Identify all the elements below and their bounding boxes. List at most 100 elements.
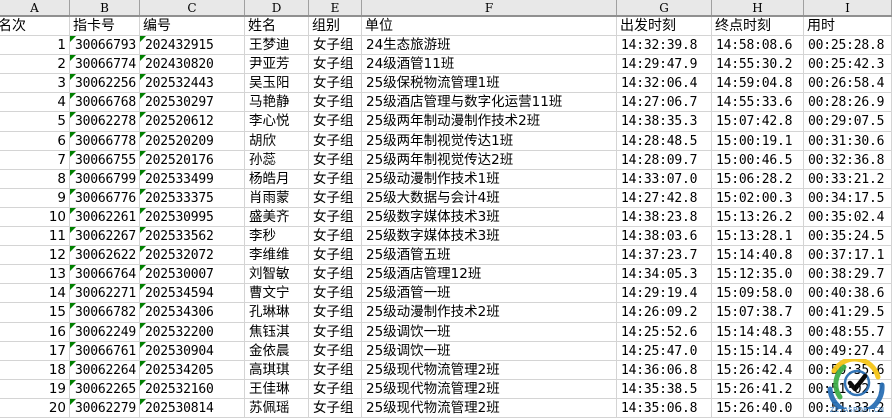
cell-name[interactable]: 焦钰淇 [245,322,309,341]
cell-unit[interactable]: 25级酒管五班 [362,246,617,265]
cell-number[interactable]: 202534306 [140,303,245,322]
cell-number[interactable]: 202432915 [140,36,245,55]
column-header-f[interactable]: F [362,0,617,15]
table-row[interactable]: 20 30062279 202530814 苏佩瑶 女子组 25级现代物流管理2班 14:3… [0,398,892,418]
cell-card[interactable]: 30062264 [70,360,140,379]
cell-rank[interactable]: 13 [0,265,70,284]
cell-start[interactable]: 14:35:06.8 [617,398,712,417]
cell-finish[interactable]: 15:07:38.7 [712,303,804,322]
cell-finish[interactable]: 15:13:28.1 [712,227,804,246]
header-cell-card[interactable]: 指卡号 [70,17,140,36]
cell-name[interactable]: 李心悦 [245,112,309,131]
column-header-e[interactable]: E [309,0,362,15]
column-header-a[interactable]: A [0,0,70,15]
header-cell-start[interactable]: 出发时刻 [617,17,712,36]
cell-unit[interactable]: 25级动漫制作技术2班 [362,303,617,322]
cell-card[interactable]: 30062261 [70,207,140,227]
table-row[interactable]: 3 30062256 202532443 吴玉阳 女子组 25级保税物流管理1班 14:32… [0,74,892,94]
cell-name[interactable]: 金依晨 [245,341,309,360]
cell-card[interactable]: 30062271 [70,284,140,303]
cell-rank[interactable]: 2 [0,55,70,74]
cell-card[interactable]: 30066776 [70,188,140,207]
table-row[interactable]: 5 30062278 202520612 李心悦 女子组 25级两年制动漫制作技术2班 14… [0,112,892,132]
cell-number[interactable]: 202534205 [140,360,245,379]
cell-finish[interactable]: 15:26:41.2 [712,379,804,398]
cell-name[interactable]: 苏佩瑶 [245,398,309,417]
cell-unit[interactable]: 25级调饮一班 [362,341,617,360]
cell-elapsed[interactable]: 00:35:24.5 [804,227,892,246]
table-row[interactable]: 19 30062265 202532160 王佳琳 女子组 25级现代物流管理2班 14:3… [0,379,892,399]
cell-unit[interactable]: 25级动漫制作技术1班 [362,169,617,188]
cell-start[interactable]: 14:36:06.8 [617,360,712,379]
cell-elapsed[interactable]: 00:31:30.6 [804,131,892,150]
header-cell-elapsed[interactable]: 用时 [804,17,892,36]
header-cell-number[interactable]: 编号 [140,17,245,36]
cell-group[interactable]: 女子组 [309,379,362,398]
cell-start[interactable]: 14:27:42.8 [617,188,712,207]
cell-unit[interactable]: 25级现代物流管理2班 [362,379,617,398]
cell-name[interactable]: 尹亚芳 [245,55,309,74]
cell-number[interactable]: 202533375 [140,188,245,207]
cell-unit[interactable]: 25级现代物流管理2班 [362,398,617,417]
cell-finish[interactable]: 15:26:40.0 [712,398,804,417]
cell-elapsed[interactable]: 00:41:29.5 [804,303,892,322]
cell-finish[interactable]: 15:12:35.0 [712,265,804,284]
cell-finish[interactable]: 15:14:48.3 [712,322,804,341]
cell-card[interactable]: 30066774 [70,55,140,74]
cell-name[interactable]: 吴玉阳 [245,74,309,93]
table-row[interactable]: 6 30066778 202520209 胡欣 女子组 25级两年制视觉传达1班 14:28… [0,131,892,151]
cell-start[interactable]: 14:32:39.8 [617,36,712,55]
header-cell-group[interactable]: 组别 [309,17,362,36]
cell-elapsed[interactable]: 00:37:17.1 [804,246,892,265]
cell-finish[interactable]: 15:14:40.8 [712,246,804,265]
cell-name[interactable]: 孙蕊 [245,150,309,169]
cell-start[interactable]: 14:29:47.9 [617,55,712,74]
cell-number[interactable]: 202520176 [140,150,245,169]
table-row[interactable]: 13 30066764 202530007 刘智敏 女子组 25级酒店管理12班 14:34… [0,265,892,285]
cell-finish[interactable]: 15:13:26.2 [712,207,804,227]
cell-rank[interactable]: 6 [0,131,70,150]
cell-elapsed[interactable]: 00:48:55.7 [804,322,892,341]
cell-card[interactable]: 30066782 [70,303,140,322]
table-row[interactable]: 8 30066799 202533499 杨皓月 女子组 25级动漫制作技术1班 14:33… [0,169,892,189]
cell-rank[interactable]: 18 [0,360,70,379]
cell-rank[interactable]: 14 [0,284,70,303]
table-row[interactable]: 18 30062264 202534205 高琪琪 女子组 25级现代物流管理2班 14:3… [0,360,892,380]
cell-group[interactable]: 女子组 [309,341,362,360]
cell-finish[interactable]: 15:07:42.8 [712,112,804,131]
cell-start[interactable]: 14:25:52.6 [617,322,712,341]
cell-group[interactable]: 女子组 [309,284,362,303]
cell-elapsed[interactable]: 00:25:28.8 [804,36,892,55]
cell-card[interactable]: 30066761 [70,341,140,360]
cell-name[interactable]: 王梦迪 [245,36,309,55]
cell-card[interactable]: 30066764 [70,265,140,284]
cell-name[interactable]: 胡欣 [245,131,309,150]
cell-number[interactable]: 202532200 [140,322,245,341]
header-cell-finish[interactable]: 终点时刻 [712,17,804,36]
cell-number[interactable]: 202530904 [140,341,245,360]
cell-finish[interactable]: 15:00:19.1 [712,131,804,150]
cell-start[interactable]: 14:33:07.0 [617,169,712,188]
cell-group[interactable]: 女子组 [309,150,362,169]
table-row[interactable]: 15 30066782 202534306 孔琳琳 女子组 25级动漫制作技术2班 14:2… [0,303,892,323]
cell-start[interactable]: 14:25:47.0 [617,341,712,360]
header-cell-unit[interactable]: 单位 [362,17,617,36]
cell-rank[interactable]: 17 [0,341,70,360]
cell-elapsed[interactable]: 00:35:02.4 [804,207,892,227]
cell-rank[interactable]: 11 [0,227,70,246]
cell-rank[interactable]: 1 [0,36,70,55]
cell-start[interactable]: 14:35:38.5 [617,379,712,398]
cell-rank[interactable]: 15 [0,303,70,322]
table-row[interactable]: 2 30066774 202430820 尹亚芳 女子组 24级酒管11班 14:29:47… [0,55,892,75]
table-row[interactable]: 7 30066755 202520176 孙蕊 女子组 25级两年制视觉传达2班 14:28… [0,150,892,170]
cell-rank[interactable]: 4 [0,93,70,112]
cell-elapsed[interactable]: 00:25:42.3 [804,55,892,74]
cell-rank[interactable]: 10 [0,207,70,227]
cell-group[interactable]: 女子组 [309,322,362,341]
cell-elapsed[interactable]: 00:32:36.8 [804,150,892,169]
cell-unit[interactable]: 25级调饮一班 [362,322,617,341]
cell-name[interactable]: 杨皓月 [245,169,309,188]
cell-number[interactable]: 202532072 [140,246,245,265]
cell-unit[interactable]: 25级大数据与会计4班 [362,188,617,207]
cell-finish[interactable]: 15:15:14.4 [712,341,804,360]
